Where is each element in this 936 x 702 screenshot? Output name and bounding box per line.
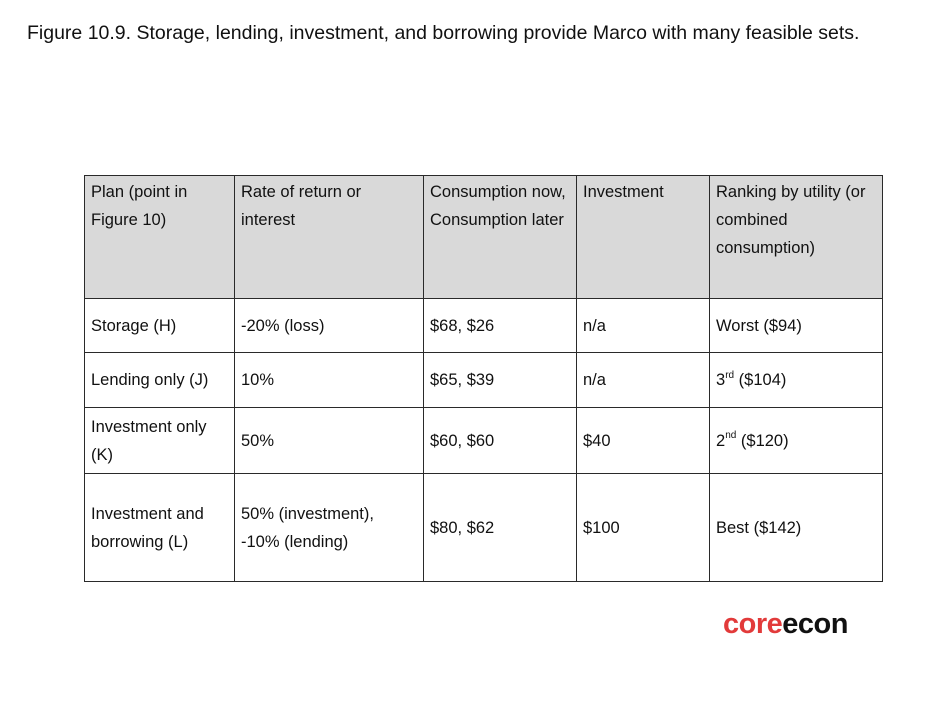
table-row: Storage (H) -20% (loss) $68, $26 n/a Wor…	[84, 298, 883, 353]
ranking-text: 3	[716, 371, 726, 389]
header-ranking: Ranking by utility (or combined consumpt…	[709, 175, 883, 299]
header-investment: Investment	[576, 175, 710, 299]
cell-rate: 10%	[234, 352, 424, 408]
figure-caption: Figure 10.9. Storage, lending, investmen…	[27, 22, 860, 44]
header-consumption: Consumption now, Consumption later	[423, 175, 577, 299]
coreecon-logo: coreecon	[723, 608, 848, 641]
cell-consumption: $68, $26	[423, 298, 577, 353]
header-rate: Rate of return or interest	[234, 175, 424, 299]
logo-econ: econ	[782, 608, 848, 640]
table-row: Investment only (K) 50% $60, $60 $40 2nd…	[84, 407, 883, 474]
table-header-row: Plan (point in Figure 10) Rate of return…	[84, 175, 883, 299]
cell-plan: Lending only (J)	[84, 352, 235, 408]
cell-consumption: $65, $39	[423, 352, 577, 408]
cell-ranking: 3rd ($104)	[709, 352, 883, 408]
ranking-value: ($120)	[736, 431, 789, 450]
header-plan: Plan (point in Figure 10)	[84, 175, 235, 299]
cell-rate: 50%	[234, 407, 424, 474]
cell-consumption: $60, $60	[423, 407, 577, 474]
cell-ranking: Worst ($94)	[709, 298, 883, 353]
cell-investment: n/a	[576, 352, 710, 408]
cell-plan: Investment only (K)	[84, 407, 235, 474]
cell-investment: $100	[576, 473, 710, 582]
cell-plan: Investment and borrowing (L)	[84, 473, 235, 582]
cell-investment: $40	[576, 407, 710, 474]
cell-plan: Storage (H)	[84, 298, 235, 353]
ranking-ordinal: nd	[725, 430, 737, 441]
feasible-sets-table: Plan (point in Figure 10) Rate of return…	[84, 175, 883, 582]
cell-investment: n/a	[576, 298, 710, 353]
cell-rate: -20% (loss)	[234, 298, 424, 353]
ranking-text: Best ($142)	[716, 518, 802, 537]
table-row: Investment and borrowing (L) 50% (invest…	[84, 473, 883, 582]
ranking-value: ($104)	[734, 371, 787, 389]
table-row: Lending only (J) 10% $65, $39 n/a 3rd ($…	[84, 352, 883, 408]
ranking-text: 2	[716, 431, 726, 450]
cell-consumption: $80, $62	[423, 473, 577, 582]
cell-ranking: Best ($142)	[709, 473, 883, 582]
logo-core: core	[723, 608, 783, 640]
ranking-text: Worst ($94)	[716, 316, 802, 335]
cell-rate: 50% (investment), -10% (lending)	[234, 473, 424, 582]
ranking-ordinal: rd	[725, 369, 735, 381]
cell-ranking: 2nd ($120)	[709, 407, 883, 474]
